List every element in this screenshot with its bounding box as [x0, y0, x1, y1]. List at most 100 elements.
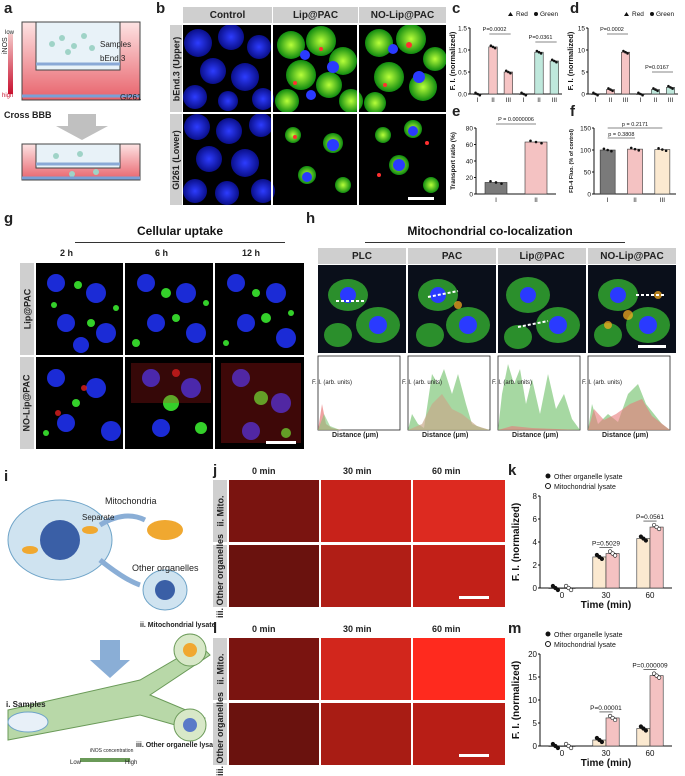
i-inos-conc: iNOS concentration — [90, 748, 134, 754]
panel-label-g: g — [4, 210, 14, 227]
bar — [605, 553, 620, 589]
panel-label-a: a — [4, 0, 13, 17]
g-row-nolip: NO-Lip@PAC — [20, 357, 34, 449]
y-tick-label: 15 — [528, 673, 537, 682]
data-point — [540, 141, 543, 145]
data-point — [522, 92, 525, 96]
l-row-other: iii. Other organelles — [213, 691, 227, 776]
x-tick-label: II — [654, 97, 658, 104]
x-tick-label: I — [495, 197, 497, 204]
j-col-30: 30 min — [343, 466, 372, 476]
y-axis-label: F. I. (normalized) — [511, 661, 522, 739]
data-point — [529, 139, 532, 143]
bar — [621, 51, 630, 95]
y-tick-label: 0 — [587, 192, 591, 199]
h-col-nolip: NO-Lip@PAC — [588, 248, 676, 264]
x-tick-label: III — [660, 197, 666, 204]
data-point — [671, 87, 674, 90]
x-tick-label: III — [552, 97, 558, 104]
p-value: p = 0.2171 — [622, 122, 648, 128]
chart-m: 0 5 10 15 20 F. I. (normalized) Time (min) 0 30 6… — [511, 631, 672, 769]
data-point — [654, 88, 657, 91]
x-axis-label: Time (min) — [581, 600, 631, 611]
bar — [484, 182, 508, 195]
legend-mito: Mitochondrial lysate — [554, 484, 616, 491]
y-axis-label: FD-4 Fluo. (% of control) — [569, 129, 575, 193]
b-col-lip: Lip@PAC — [273, 7, 358, 23]
h-ylabel-3: F. I. (arb. units) — [492, 380, 533, 386]
data-point — [555, 587, 561, 593]
legend-green: Green — [656, 11, 674, 18]
data-point — [537, 50, 541, 54]
data-point — [629, 146, 633, 150]
y-axis-label: F. I. (normalized) — [566, 31, 575, 90]
l-col-30: 30 min — [343, 624, 372, 634]
high-label: high — [2, 93, 14, 99]
panel-label-c: c — [452, 0, 461, 17]
data-point — [609, 88, 612, 91]
data-point — [610, 149, 613, 153]
l-row-mito: ii. Mito. — [213, 638, 227, 700]
legend-marker-red — [508, 12, 513, 16]
y-tick-label: 10 — [528, 696, 537, 705]
data-point — [664, 149, 668, 153]
data-point — [661, 148, 664, 151]
data-point — [657, 526, 662, 532]
data-point — [667, 84, 670, 88]
b-col-control: Control — [183, 7, 272, 23]
panel-label-j: j — [213, 462, 218, 479]
bar — [636, 538, 651, 589]
h-xlabel-1: Distance (μm) — [332, 432, 379, 439]
legend-red: Red — [516, 11, 528, 18]
bar — [534, 51, 544, 95]
p-value: P=0.0002 — [483, 27, 507, 33]
data-point — [626, 52, 629, 55]
i-other-organelles: Other organelles — [132, 563, 199, 573]
data-point — [509, 71, 512, 75]
y-tick-label: 1.5 — [458, 26, 467, 33]
p-value: P=0.000009 — [632, 663, 668, 670]
bar — [503, 71, 513, 95]
x-tick-label: 60 — [646, 591, 655, 600]
gl261-label: Gl261 — [120, 93, 142, 102]
b-micrograph-grid — [183, 25, 446, 205]
data-point — [602, 147, 606, 151]
x-tick-label: 30 — [602, 749, 611, 758]
p-value: P=0.0561 — [636, 514, 664, 521]
data-point — [555, 745, 561, 751]
data-point — [568, 587, 574, 593]
panel-label-f: f — [570, 103, 575, 120]
y-axis-label: Transport ratio (%) — [450, 132, 457, 190]
p-value: P=0.00001 — [590, 705, 622, 712]
h-ylabel-4: F. I. (arb. units) — [582, 380, 623, 386]
data-point — [476, 92, 479, 96]
i-diagram — [7, 499, 211, 762]
panel-label-l: l — [213, 620, 218, 637]
j-row-other: iii. Other organelles — [213, 533, 227, 619]
legend-other: Other organelle lysate — [554, 474, 623, 481]
cross-bbb-label: Cross BBB — [4, 110, 52, 120]
data-point — [622, 49, 625, 53]
b-row-gl261: Gl261 (Lower) — [170, 114, 182, 205]
x-tick-label: I — [595, 97, 597, 104]
p-value: P=0.0167 — [645, 65, 669, 71]
legend-marker-mito — [545, 641, 551, 647]
h-col-plc: PLC — [318, 248, 406, 264]
data-point — [624, 50, 627, 54]
chart-k: 0 2 4 6 8 F. I. (normalized) Time (min) 0 30 60 Ot… — [511, 473, 672, 611]
data-point — [594, 92, 597, 96]
y-tick-label: 0 — [533, 584, 538, 593]
y-tick-label: 2 — [533, 561, 538, 570]
h-xlabel-2: Distance (μm) — [422, 432, 469, 439]
p-value: P=0.0002 — [600, 27, 624, 33]
i-other-lysate: iii. Other organelle lysate — [136, 742, 220, 749]
data-point — [656, 89, 659, 93]
data-point — [592, 91, 595, 95]
bar — [599, 149, 616, 195]
l-col-60: 60 min — [432, 624, 461, 634]
g-col-2h: 2 h — [60, 248, 74, 258]
data-point — [568, 745, 574, 751]
y-tick-label: 80 — [466, 126, 474, 133]
legend-other: Other organelle lysate — [554, 632, 623, 639]
